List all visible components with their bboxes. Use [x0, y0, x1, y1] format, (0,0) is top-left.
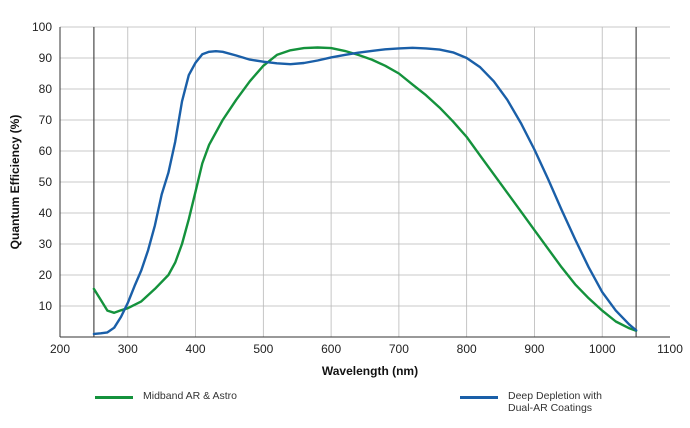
series-lines [92, 46, 638, 336]
x-tick-label: 1000 [589, 342, 616, 356]
x-tick-label: 700 [389, 342, 409, 356]
x-tick-label: 1100 [657, 342, 683, 356]
x-tick-label: 400 [186, 342, 206, 356]
legend-label: Deep Depletion with Dual-AR Coatings [508, 390, 602, 414]
y-tick-label: 80 [39, 82, 53, 96]
y-tick-label: 100 [32, 20, 52, 34]
x-tick-label: 900 [524, 342, 544, 356]
y-tick-labels: 10 20 30 40 50 60 70 80 90 100 [32, 20, 52, 313]
x-tick-label: 300 [118, 342, 138, 356]
series-line-1 [92, 46, 638, 332]
axes [59, 27, 670, 338]
x-axis-title: Wavelength (nm) [322, 364, 418, 378]
y-tick-label: 90 [39, 51, 53, 65]
range-markers [93, 27, 637, 337]
y-tick-label: 10 [39, 299, 53, 313]
x-tick-labels: 200 300 400 500 600 700 800 900 1000 1100 [50, 342, 683, 356]
y-tick-label: 60 [39, 144, 53, 158]
legend-swatch [95, 396, 133, 399]
x-tick-label: 200 [50, 342, 70, 356]
y-tick-label: 20 [39, 268, 53, 282]
y-axis-title: Quantum Efficiency (%) [8, 115, 22, 250]
x-tick-label: 500 [253, 342, 273, 356]
series-line-2 [92, 46, 638, 336]
grid-lines [60, 26, 670, 337]
legend-label: Midband AR & Astro [143, 390, 237, 402]
legend-swatch [460, 396, 498, 399]
x-tick-label: 800 [457, 342, 477, 356]
x-tick-label: 600 [321, 342, 341, 356]
y-tick-label: 50 [39, 175, 53, 189]
y-tick-label: 40 [39, 206, 53, 220]
y-tick-label: 30 [39, 237, 53, 251]
y-tick-label: 70 [39, 113, 53, 127]
